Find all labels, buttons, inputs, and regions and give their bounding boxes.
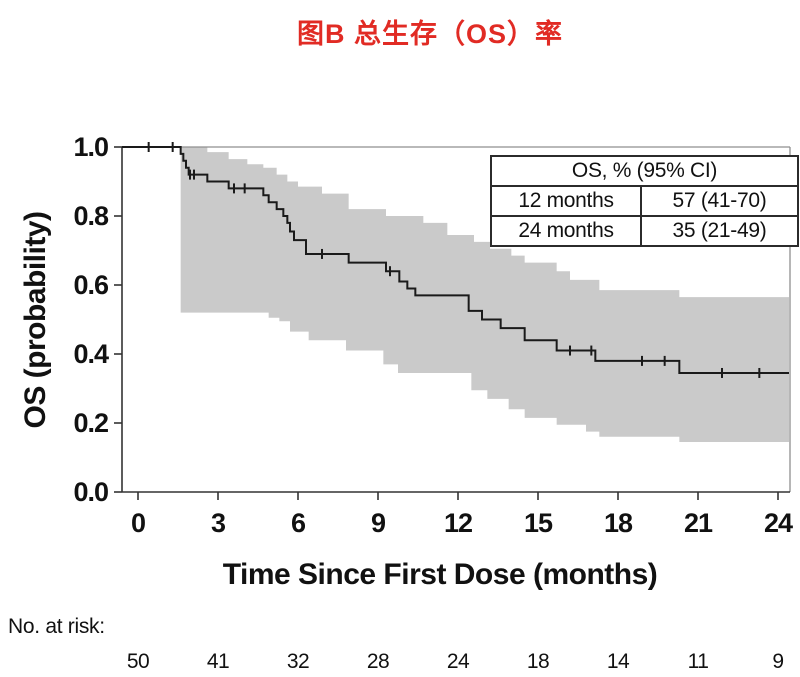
inset-row-label: 24 months bbox=[490, 215, 642, 247]
y-axis-label: OS (probability) bbox=[19, 211, 52, 429]
risk-count: 41 bbox=[207, 650, 229, 673]
x-tick-label: 15 bbox=[524, 508, 553, 538]
confidence-band bbox=[180, 147, 789, 442]
inset-table-row: 12 months 57 (41-70) bbox=[490, 185, 799, 217]
inset-row-value: 57 (41-70) bbox=[640, 185, 799, 217]
x-tick-label: 0 bbox=[131, 508, 145, 538]
y-tick-label: 1.0 bbox=[73, 132, 108, 162]
y-axis-ticks: 1.0 0.8 0.6 0.4 0.2 0.0 bbox=[73, 132, 122, 507]
risk-count: 9 bbox=[772, 650, 783, 673]
y-tick-label: 0.8 bbox=[73, 201, 109, 231]
x-tick-label: 18 bbox=[604, 508, 633, 538]
x-tick-label: 6 bbox=[291, 508, 306, 538]
inset-table-row: 24 months 35 (21-49) bbox=[490, 215, 799, 247]
inset-row-label: 12 months bbox=[490, 185, 642, 217]
risk-count: 18 bbox=[527, 650, 549, 673]
x-tick-label: 3 bbox=[211, 508, 226, 538]
risk-table-label: No. at risk: bbox=[8, 615, 105, 638]
risk-count: 28 bbox=[367, 650, 389, 673]
risk-count: 50 bbox=[127, 650, 149, 673]
x-axis-ticks: 0 3 6 9 12 15 18 21 24 bbox=[131, 492, 794, 538]
censor-marks bbox=[147, 142, 761, 378]
inset-table-header: OS, % (95% CI) bbox=[490, 155, 799, 187]
x-tick-label: 24 bbox=[764, 508, 793, 538]
inset-table-header-row: OS, % (95% CI) bbox=[490, 155, 799, 187]
x-tick-label: 21 bbox=[684, 508, 713, 538]
risk-count: 24 bbox=[447, 650, 470, 673]
y-tick-label: 0.4 bbox=[73, 339, 109, 369]
inset-row-value: 35 (21-49) bbox=[640, 215, 799, 247]
axes bbox=[121, 147, 790, 493]
km-curve bbox=[122, 146, 789, 374]
risk-count: 32 bbox=[287, 650, 309, 673]
x-tick-label: 9 bbox=[371, 508, 386, 538]
x-axis-label: Time Since First Dose (months) bbox=[222, 558, 658, 591]
y-tick-label: 0.2 bbox=[73, 408, 108, 438]
risk-numbers-row: 50 41 32 28 24 18 14 11 9 bbox=[127, 650, 784, 673]
chart-title: 图B 总生存（OS）率 bbox=[296, 19, 563, 49]
risk-count: 11 bbox=[688, 650, 709, 673]
risk-count: 14 bbox=[607, 650, 630, 673]
os-ci-inset-table: OS, % (95% CI) 12 months 57 (41-70) 24 m… bbox=[490, 155, 799, 247]
x-tick-label: 12 bbox=[444, 508, 472, 538]
y-tick-label: 0.0 bbox=[73, 477, 108, 507]
y-tick-label: 0.6 bbox=[73, 270, 109, 300]
